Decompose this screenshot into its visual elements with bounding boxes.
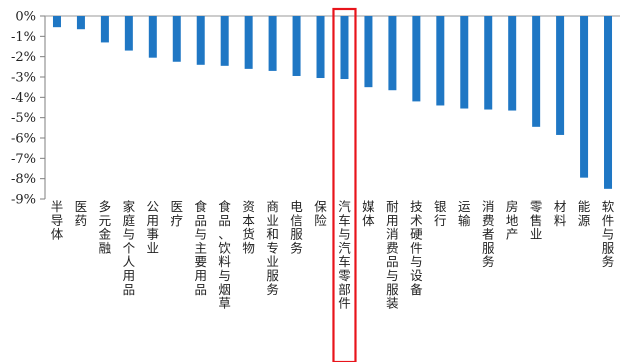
y-tick-label: -4% [11,91,36,106]
category-label: 医疗 [171,199,184,228]
y-tick-label: -8% [11,172,36,187]
category-label: 多元金融 [99,199,112,255]
bar [460,16,468,109]
bar [604,16,612,189]
bar [269,16,277,71]
y-tick-label: -5% [11,111,36,126]
bar [412,16,420,101]
bar [173,16,181,62]
bar [340,16,348,79]
bar [556,16,564,135]
bar [532,16,540,127]
bar [53,16,61,27]
category-label: 运输 [458,199,471,228]
bar [197,16,205,65]
category-label: 材料 [554,199,567,228]
category-label: 汽车与汽车零部件 [338,199,351,311]
y-tick-label: 0% [15,10,36,25]
category-label: 银行 [434,199,447,228]
y-tick-label: -6% [11,132,36,147]
category-label: 电信服务 [290,199,303,255]
category-label: 零售业 [530,199,543,242]
category-label: 技术硬件与设备 [410,199,423,297]
category-label: 食品、饮料与烟草 [218,199,231,311]
category-label: 半导体 [51,199,64,242]
category-label: 耐用消费品与服装 [386,199,399,311]
category-label: 食品与主要用品 [194,199,207,297]
bar [101,16,109,42]
category-label: 保险 [314,199,327,228]
category-label: 资本货物 [242,199,255,255]
category-label: 房地产 [506,199,519,242]
category-label: 能源 [578,199,591,228]
category-label: 媒体 [362,199,375,228]
y-tick-label: -7% [11,152,36,167]
y-tick-label: -9% [11,193,36,208]
bar [245,16,253,69]
bar [149,16,157,58]
bar [125,16,133,51]
bar [436,16,444,105]
bar [293,16,301,76]
bar [484,16,492,110]
category-label: 商业和专业服务 [266,199,279,297]
category-label: 医药 [75,199,88,228]
bar [364,16,372,87]
category-label: 消费者服务 [482,199,495,269]
bar [77,16,85,29]
category-label: 家庭与个人用品 [123,199,136,297]
y-tick-label: -1% [11,30,36,45]
y-tick-label: -2% [11,50,36,65]
bar [388,16,396,90]
category-label: 软件与服务 [602,199,615,269]
y-tick-label: -3% [11,71,36,86]
bar [508,16,516,111]
bar [317,16,325,78]
category-label: 公用事业 [147,199,160,255]
bar [221,16,229,66]
bar [580,16,588,178]
